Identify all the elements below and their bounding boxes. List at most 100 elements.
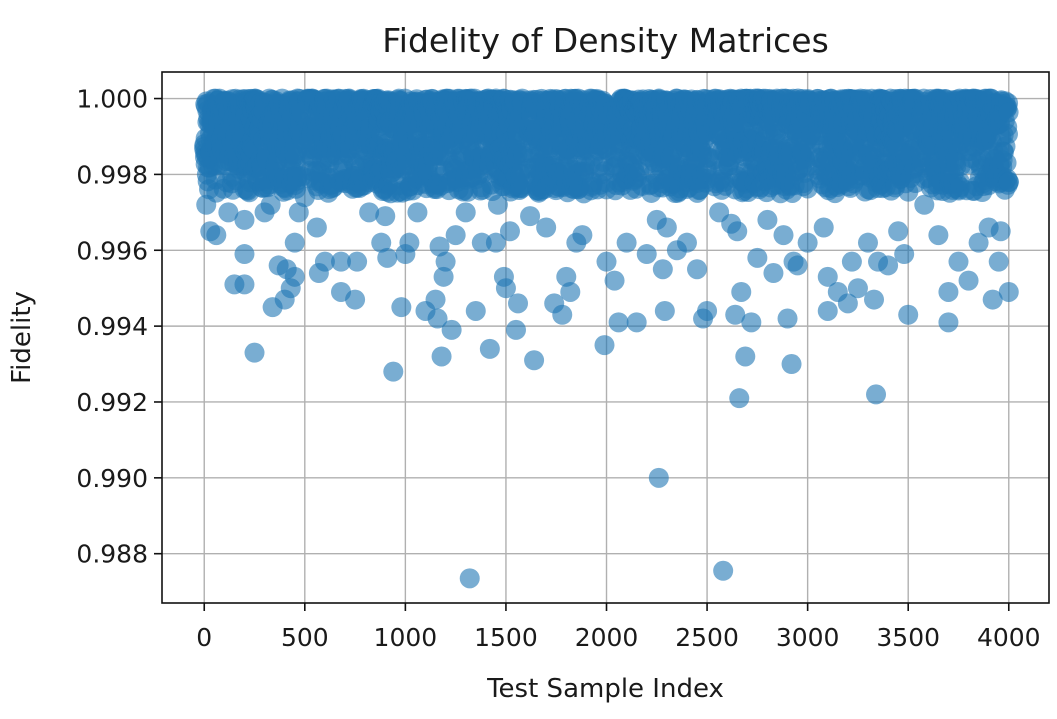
data-point: [636, 244, 657, 265]
data-point: [455, 202, 476, 223]
data-point: [345, 289, 366, 310]
data-point: [331, 251, 352, 272]
data-point: [990, 221, 1011, 242]
x-axis-label: Test Sample Index: [486, 674, 724, 704]
data-point: [604, 270, 625, 291]
chart-title: Fidelity of Density Matrices: [382, 21, 829, 60]
data-point: [306, 217, 327, 238]
data-point: [781, 354, 802, 375]
axis-ticks: 0 500 1000 1500 2000 2500 3000 3500 4000 0.988 0.9…: [76, 85, 1040, 652]
data-point: [626, 312, 647, 333]
data-point: [938, 312, 959, 333]
data-point: [676, 232, 697, 253]
data-point: [654, 300, 675, 321]
data-point: [817, 300, 838, 321]
data-point: [487, 194, 508, 215]
data-point: [773, 225, 794, 246]
data-point: [687, 259, 708, 280]
data-point: [747, 247, 768, 268]
data-point: [996, 152, 1017, 173]
data-point: [206, 225, 227, 246]
x-tick-label: 500: [281, 623, 329, 652]
data-point: [218, 202, 239, 223]
data-point: [713, 560, 734, 581]
data-point: [520, 206, 541, 227]
data-point: [857, 232, 878, 253]
data-point: [524, 350, 545, 371]
data-point: [536, 217, 557, 238]
data-point: [459, 568, 480, 589]
data-point: [741, 312, 762, 333]
data-point: [731, 281, 752, 302]
x-tick-label: 3000: [776, 623, 840, 652]
data-point: [998, 281, 1019, 302]
data-point: [234, 209, 255, 230]
data-point: [359, 202, 380, 223]
data-point: [377, 247, 398, 268]
data-point: [399, 232, 420, 253]
data-point: [729, 388, 750, 409]
data-point: [433, 266, 454, 287]
data-point: [284, 232, 305, 253]
data-point: [652, 259, 673, 280]
data-point: [958, 270, 979, 291]
data-point: [560, 281, 581, 302]
data-point: [505, 319, 526, 340]
data-point: [594, 335, 615, 356]
data-point: [608, 312, 629, 333]
data-point: [841, 251, 862, 272]
data-point: [465, 300, 486, 321]
data-point: [656, 217, 677, 238]
data-point: [938, 281, 959, 302]
data-point: [988, 251, 1009, 272]
data-point: [499, 221, 520, 242]
data-point: [648, 467, 669, 488]
data-point: [288, 202, 309, 223]
data-point: [725, 304, 746, 325]
plot-frame: [161, 71, 1050, 604]
y-tick-label: 0.996: [76, 236, 148, 265]
data-points: [194, 88, 1019, 589]
data-point: [314, 251, 335, 272]
data-point: [375, 206, 396, 227]
data-point: [797, 232, 818, 253]
data-point: [777, 308, 798, 329]
data-point: [383, 361, 404, 382]
data-point: [813, 217, 834, 238]
x-tick-label: 2500: [675, 623, 739, 652]
x-tick-label: 1000: [374, 623, 438, 652]
data-point: [485, 232, 506, 253]
data-point: [998, 102, 1019, 123]
data-point: [997, 124, 1018, 145]
data-point: [495, 278, 516, 299]
data-point: [234, 244, 255, 265]
data-point: [479, 338, 500, 359]
data-point: [998, 172, 1019, 193]
x-tick-label: 1500: [474, 623, 538, 652]
data-point: [435, 251, 456, 272]
data-point: [721, 213, 742, 234]
data-point: [427, 308, 448, 329]
data-point: [948, 251, 969, 272]
data-point: [596, 251, 617, 272]
data-point: [928, 225, 949, 246]
data-point: [260, 194, 281, 215]
data-point: [429, 236, 450, 257]
data-point: [445, 225, 466, 246]
data-point: [572, 225, 593, 246]
data-point: [757, 209, 778, 230]
data-point: [441, 319, 462, 340]
y-tick-label: 0.990: [76, 464, 148, 493]
y-tick-label: 0.992: [76, 388, 148, 417]
data-point: [866, 384, 887, 405]
data-point: [878, 255, 899, 276]
data-point: [284, 266, 305, 287]
y-axis-label: Fidelity: [7, 291, 37, 384]
data-point: [968, 232, 989, 253]
data-point: [508, 293, 529, 314]
data-point: [914, 194, 935, 215]
x-tick-label: 4000: [977, 623, 1041, 652]
data-point: [787, 255, 808, 276]
